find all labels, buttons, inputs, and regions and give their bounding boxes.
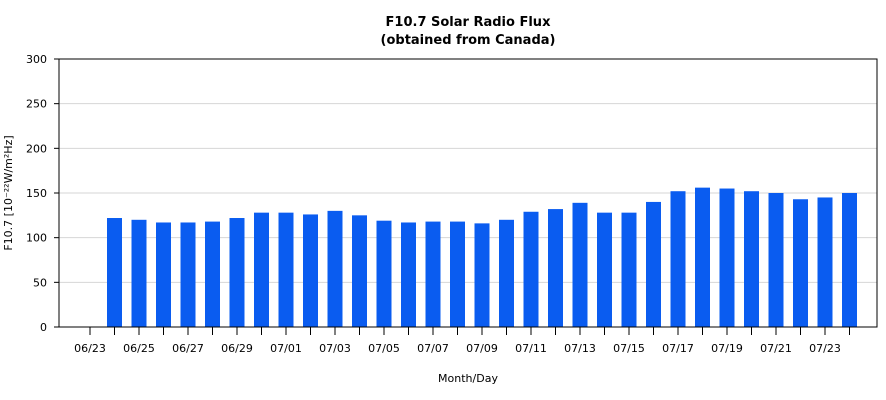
bar — [670, 191, 686, 327]
x-tick-label: 06/23 — [74, 342, 106, 355]
y-tick-label: 150 — [26, 187, 47, 200]
bar — [180, 222, 196, 327]
y-tick-label: 50 — [33, 276, 47, 289]
bar — [597, 212, 612, 327]
bar — [474, 223, 490, 327]
x-tick-label: 07/07 — [417, 342, 449, 355]
bar — [621, 212, 637, 327]
bar — [278, 212, 294, 327]
x-tick-label: 07/05 — [368, 342, 400, 355]
y-tick-label: 100 — [26, 232, 47, 245]
x-tick-label: 07/09 — [466, 342, 498, 355]
y-tick-label: 250 — [26, 98, 47, 111]
bar — [744, 191, 759, 327]
bar — [817, 197, 833, 327]
x-tick-label: 06/29 — [221, 342, 253, 355]
bars — [107, 187, 857, 327]
y-axis: 0 50 100 150 200 250 300 — [26, 53, 59, 334]
bar — [327, 210, 343, 327]
x-tick-label: 07/15 — [613, 342, 645, 355]
bar — [352, 215, 367, 327]
bar — [376, 220, 392, 327]
bar — [303, 214, 318, 327]
bar — [548, 209, 563, 327]
x-tick-label: 06/27 — [172, 342, 204, 355]
chart-subtitle: (obtained from Canada) — [381, 33, 556, 48]
y-tick-label: 300 — [26, 53, 47, 66]
x-axis-label: Month/Day — [438, 372, 498, 385]
bar — [695, 187, 710, 327]
bar — [793, 199, 808, 327]
x-tick-label: 07/03 — [319, 342, 351, 355]
bar — [499, 219, 514, 327]
bar — [425, 221, 441, 327]
bar — [229, 218, 245, 327]
x-tick-label: 07/11 — [515, 342, 547, 355]
x-tick-label: 07/17 — [662, 342, 694, 355]
bar — [646, 201, 661, 327]
bar — [254, 212, 269, 327]
bar — [768, 193, 784, 327]
y-tick-label: 0 — [40, 321, 47, 334]
x-tick-label: 07/13 — [564, 342, 596, 355]
bar — [205, 221, 220, 327]
bar — [842, 193, 857, 327]
chart-title: F10.7 Solar Radio Flux — [386, 15, 552, 30]
bar — [131, 219, 147, 327]
y-axis-label: F10.7 [10⁻²²W/m²Hz] — [2, 135, 15, 250]
y-tick-label: 200 — [26, 142, 47, 155]
x-axis: 06/23 06/25 06/27 06/29 07/01 07/03 07/05 07/07… — [74, 327, 850, 355]
x-tick-label: 07/01 — [270, 342, 302, 355]
x-tick-label: 07/23 — [809, 342, 841, 355]
bar — [107, 218, 122, 327]
x-tick-label: 07/21 — [760, 342, 792, 355]
x-tick-label: 07/19 — [711, 342, 743, 355]
bar — [572, 202, 588, 327]
x-tick-label: 06/25 — [123, 342, 155, 355]
bar — [719, 188, 735, 327]
bar — [156, 222, 171, 327]
bar — [401, 222, 416, 327]
bar — [450, 221, 465, 327]
bar — [523, 211, 539, 327]
